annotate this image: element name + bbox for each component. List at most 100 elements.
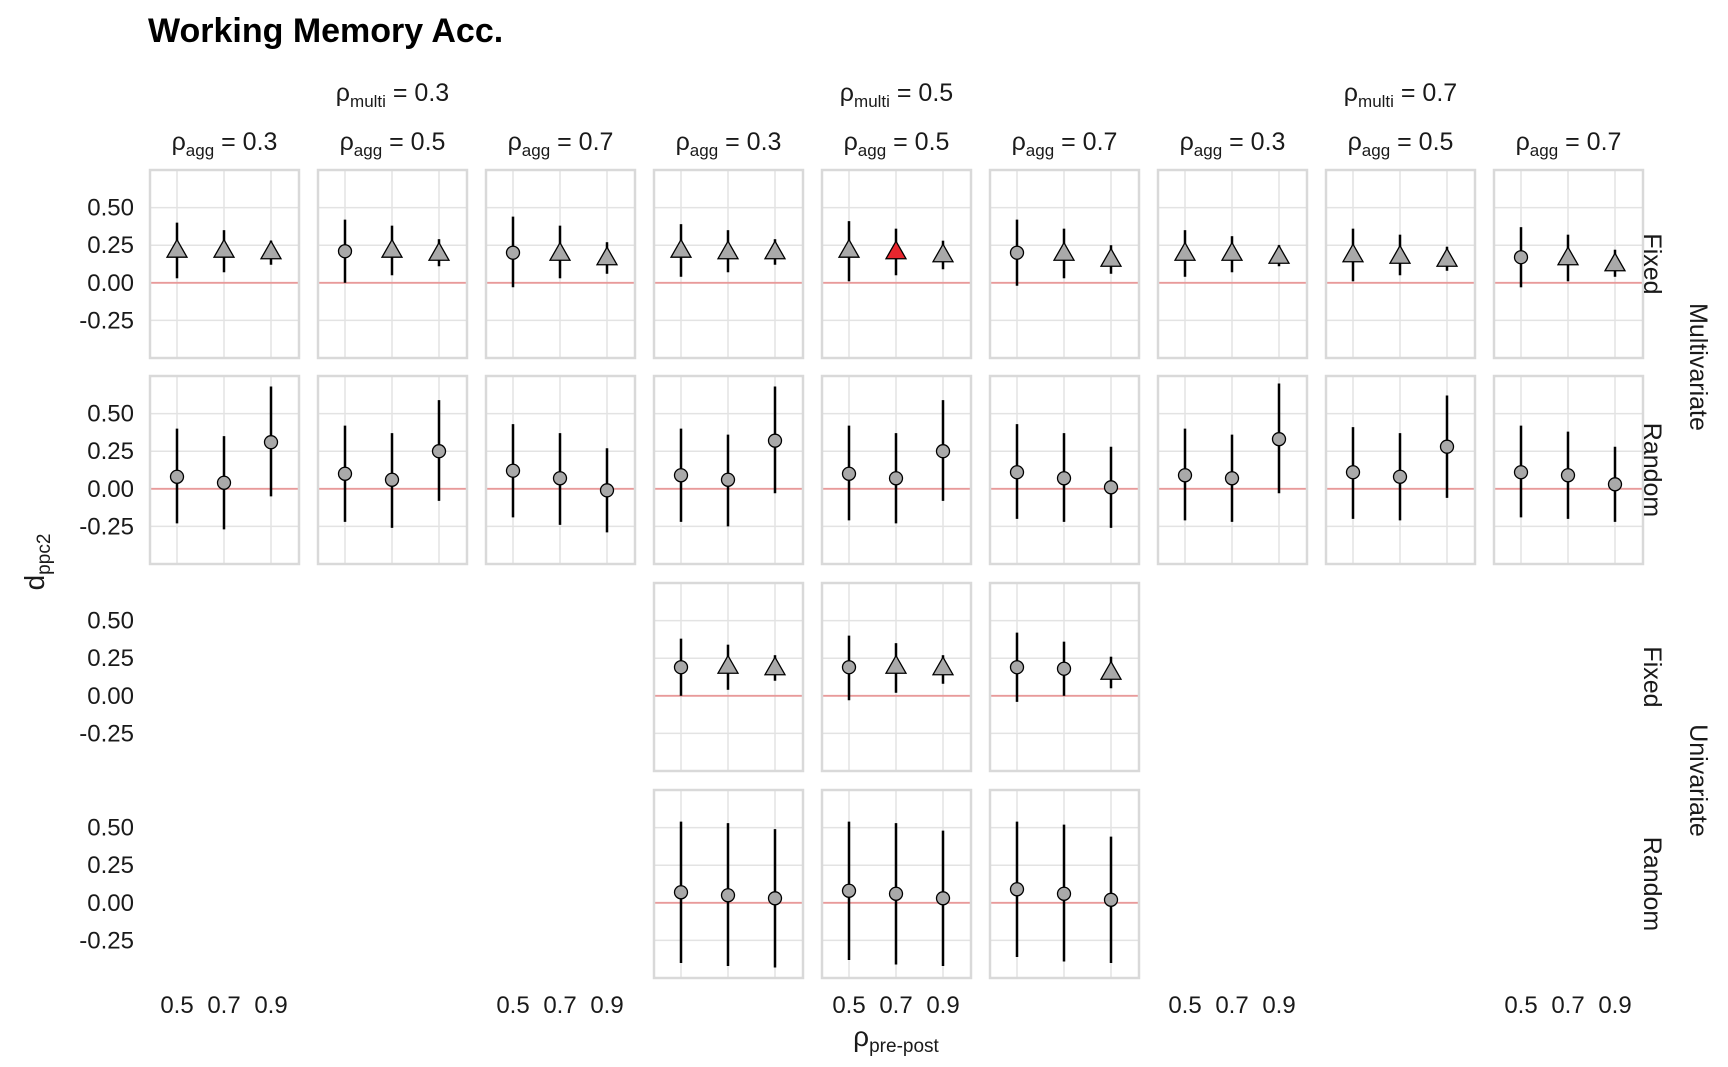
x-tick-label: 0.7 xyxy=(1215,992,1248,1019)
chart-title: Working Memory Acc. xyxy=(148,12,503,50)
data-point-circle xyxy=(720,888,736,903)
panel-border xyxy=(652,788,805,980)
axes: 0.50 0.25 0.00 -0.25 0.50 0.25 0.00 -0.25 0.50 0.… xyxy=(19,195,1632,1057)
panel xyxy=(652,788,805,980)
data-point-circle xyxy=(1271,432,1287,447)
panel-border xyxy=(1156,168,1309,360)
x-tick-label: 0.9 xyxy=(926,992,959,1019)
data-point-circle xyxy=(216,475,232,490)
panel xyxy=(316,374,469,566)
x-axis-title: ρpre-post xyxy=(853,1021,939,1057)
panel-border xyxy=(820,168,973,360)
panel-border xyxy=(316,374,469,566)
panel-border xyxy=(148,168,301,360)
data-point-circle xyxy=(552,471,568,486)
y-tick-label: 0.00 xyxy=(87,683,134,710)
data-point-triangle xyxy=(212,238,236,258)
y-tick-label: 0.25 xyxy=(87,852,134,879)
data-point-circle xyxy=(1009,245,1025,260)
panel xyxy=(820,788,973,980)
data-point-triangle xyxy=(1220,241,1244,261)
panel-border xyxy=(652,581,805,773)
column-group-label: ρmulti = 0.5 xyxy=(840,79,953,111)
x-tick-label: 0.5 xyxy=(832,992,865,1019)
data-point-circle xyxy=(599,483,615,498)
data-point-triangle xyxy=(1435,247,1459,267)
data-point-circle xyxy=(1345,465,1361,480)
data-point-circle xyxy=(841,660,857,675)
panel xyxy=(484,168,637,360)
column-group-label: ρmulti = 0.3 xyxy=(336,79,449,111)
panel xyxy=(988,788,1141,980)
x-tick-label: 0.7 xyxy=(543,992,576,1019)
x-tick-label: 0.5 xyxy=(496,992,529,1019)
data-point-circle xyxy=(673,660,689,675)
column-label: ρagg = 0.3 xyxy=(676,128,782,160)
row-label: Random xyxy=(1638,837,1666,932)
panel-border xyxy=(988,788,1141,980)
panel xyxy=(1324,168,1477,360)
data-point-circle xyxy=(841,883,857,898)
column-label: ρagg = 0.3 xyxy=(172,128,278,160)
data-point-triangle xyxy=(716,654,740,674)
data-point-circle xyxy=(935,444,951,459)
data-point-circle xyxy=(767,433,783,448)
data-point-triangle xyxy=(548,241,572,261)
panel xyxy=(148,374,301,566)
data-point-triangle xyxy=(716,239,740,260)
row-group-label: Univariate xyxy=(1684,724,1712,837)
data-point-circle xyxy=(673,885,689,900)
y-tick-label: -0.25 xyxy=(79,307,134,334)
panel-border xyxy=(484,168,637,360)
panel xyxy=(988,374,1141,566)
panel xyxy=(820,581,973,773)
data-point-circle xyxy=(1009,660,1025,675)
panel xyxy=(988,581,1141,773)
x-tick-label: 0.9 xyxy=(590,992,623,1019)
data-point-triangle xyxy=(1341,242,1365,263)
panel-border xyxy=(820,788,973,980)
data-point-circle xyxy=(337,244,353,259)
data-point-triangle xyxy=(259,239,283,260)
panel-border xyxy=(820,374,973,566)
data-point-triangle xyxy=(1388,244,1412,264)
data-point-triangle xyxy=(837,238,861,258)
data-point-circle xyxy=(767,891,783,906)
x-tick-label: 0.5 xyxy=(160,992,193,1019)
panel xyxy=(1492,374,1645,566)
panel-border xyxy=(820,581,973,773)
y-tick-label: 0.00 xyxy=(87,270,134,297)
data-point-circle xyxy=(1009,882,1025,897)
panel-border xyxy=(484,374,637,566)
column-label: ρagg = 0.7 xyxy=(1516,128,1622,160)
data-point-circle xyxy=(337,466,353,481)
data-point-triangle xyxy=(1099,660,1123,680)
column-label: ρagg = 0.5 xyxy=(340,128,446,160)
panel-border xyxy=(1324,374,1477,566)
data-point-triangle xyxy=(884,239,908,260)
row-label: Random xyxy=(1638,423,1666,518)
y-tick-label: 0.25 xyxy=(87,438,134,465)
data-point-triangle xyxy=(427,241,451,261)
y-tick-label: 0.25 xyxy=(87,645,134,672)
data-point-circle xyxy=(1513,250,1529,265)
panels xyxy=(148,168,1645,980)
panel xyxy=(1324,374,1477,566)
data-point-circle xyxy=(1103,480,1119,495)
data-point-circle xyxy=(673,468,689,483)
row-label: Fixed xyxy=(1638,233,1666,294)
data-point-circle xyxy=(505,463,521,478)
panel xyxy=(652,168,805,360)
data-point-triangle xyxy=(1267,244,1291,264)
panel xyxy=(316,168,469,360)
data-point-circle xyxy=(384,472,400,487)
column-label: ρagg = 0.5 xyxy=(1348,128,1454,160)
x-tick-label: 0.5 xyxy=(1504,992,1537,1019)
data-point-triangle xyxy=(1173,241,1197,261)
row-label: Fixed xyxy=(1638,646,1666,707)
y-tick-label: 0.00 xyxy=(87,890,134,917)
y-tick-label: -0.25 xyxy=(79,927,134,954)
x-tick-label: 0.7 xyxy=(879,992,912,1019)
data-point-triangle xyxy=(931,655,955,676)
y-tick-label: 0.25 xyxy=(87,232,134,259)
